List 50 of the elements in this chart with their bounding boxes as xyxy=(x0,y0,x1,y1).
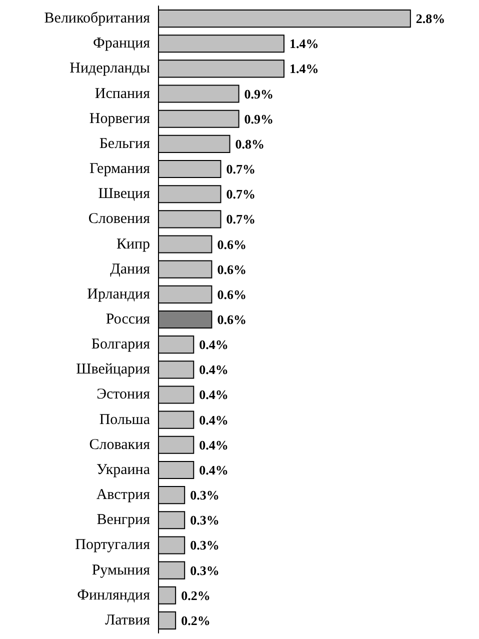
y-tick-label: Бельгия xyxy=(99,136,150,152)
y-tick-label: Нидерланды xyxy=(70,60,150,77)
y-tick-label: Латвия xyxy=(104,612,150,628)
y-tick-label: Болгария xyxy=(91,336,150,353)
data-label: 0.6% xyxy=(217,312,246,327)
y-tick-label: Португалия xyxy=(75,537,150,554)
data-label: 0.3% xyxy=(190,538,220,553)
data-label: 0.4% xyxy=(199,337,228,352)
y-tick-label: Ирландия xyxy=(87,286,150,302)
data-label: 0.6% xyxy=(217,236,246,252)
data-label: 0.7% xyxy=(226,162,256,177)
data-label: 0.4% xyxy=(199,387,228,402)
data-label: 0.7% xyxy=(226,186,256,202)
y-tick-label: Украина xyxy=(96,462,150,478)
y-tick-label: Словакия xyxy=(89,436,150,453)
y-tick-label: Франция xyxy=(93,36,150,52)
data-label: 0.2% xyxy=(181,588,210,603)
data-label: 1.4% xyxy=(289,36,319,52)
data-label: 0.3% xyxy=(190,512,220,528)
data-label: 2.8% xyxy=(416,11,446,26)
y-tick-label: Норвегия xyxy=(89,110,150,127)
y-tick-label: Швейцария xyxy=(76,362,150,378)
y-tick-label: Германия xyxy=(90,161,150,178)
y-tick-label: Эстония xyxy=(96,386,150,403)
y-tick-label: Кипр xyxy=(116,236,150,252)
y-tick-label: Финляндия xyxy=(77,587,150,604)
data-label: 0.4% xyxy=(199,412,228,428)
y-tick-label: Испания xyxy=(94,86,150,102)
data-label: 0.6% xyxy=(217,262,246,277)
y-tick-label: Австрия xyxy=(96,487,150,504)
data-label: 0.6% xyxy=(217,286,246,302)
y-tick-label: Польша xyxy=(99,412,150,428)
data-label: 0.8% xyxy=(235,136,265,152)
y-tick-label: Великобритания xyxy=(44,10,150,27)
data-label: 0.3% xyxy=(190,488,220,503)
data-label: 0.3% xyxy=(190,562,220,578)
data-label: 0.4% xyxy=(199,462,228,478)
y-tick-label: Россия xyxy=(106,312,150,328)
y-tick-label: Швеция xyxy=(98,186,150,202)
y-tick-label: Румыния xyxy=(92,562,150,578)
y-tick-label: Дания xyxy=(110,261,150,278)
y-tick-label: Венгрия xyxy=(96,512,150,528)
data-label: 0.4% xyxy=(199,437,228,452)
data-label: 1.4% xyxy=(289,61,319,76)
data-label: 0.2% xyxy=(181,612,210,628)
data-label: 0.4% xyxy=(199,362,228,378)
data-label: 0.9% xyxy=(244,111,274,126)
data-label: 0.7% xyxy=(226,212,256,227)
data-label: 0.9% xyxy=(244,86,274,102)
y-tick-label: Словения xyxy=(88,211,150,228)
